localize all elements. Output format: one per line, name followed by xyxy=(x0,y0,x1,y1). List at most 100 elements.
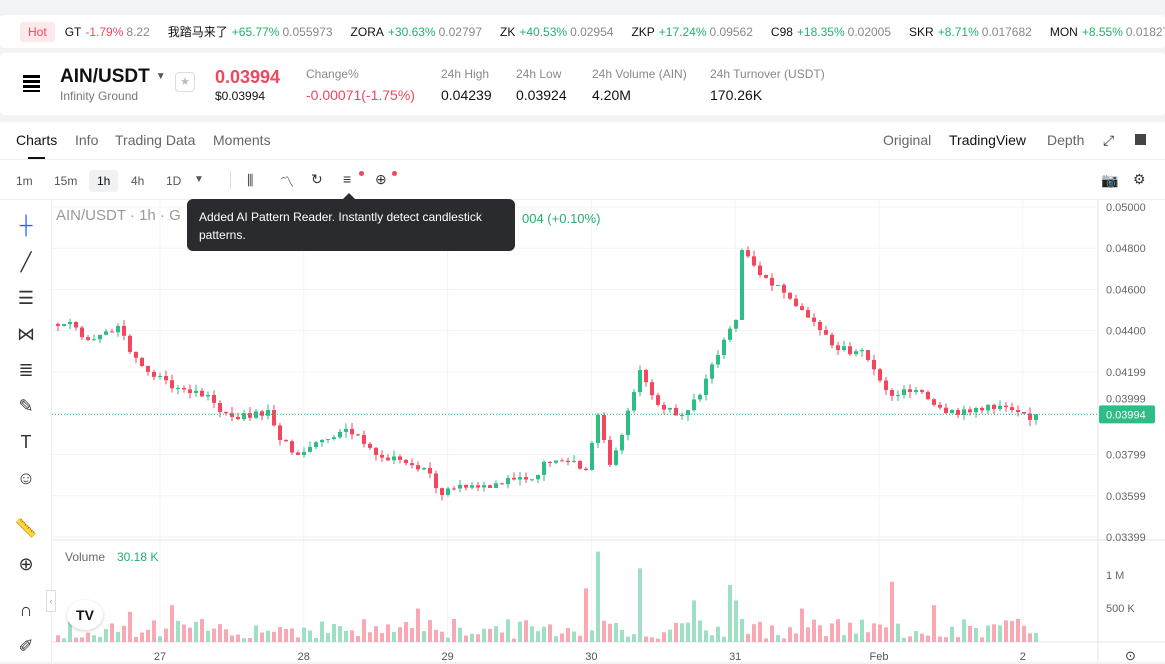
candle-body xyxy=(458,484,462,489)
settings-gear-icon[interactable]: ⚙ xyxy=(1133,171,1146,187)
volume-bar xyxy=(914,631,918,642)
volume-bar xyxy=(704,630,708,642)
zoom-in-icon[interactable]: ⊕ xyxy=(18,554,34,574)
pattern-reader-icon[interactable]: ≡ xyxy=(343,171,352,187)
ticker-change: +30.63% xyxy=(387,25,436,39)
pencil-lock-icon[interactable]: ✐ xyxy=(18,636,34,656)
fullscreen-icon[interactable]: ⤢ xyxy=(1103,132,1115,148)
chart-toolbar: 1m 15m 1h 4h 1D ▼ ⫼ 〽 ↻ ≡ ⊕ 📷 ⚙ xyxy=(0,162,1165,200)
tradingview-logo[interactable]: TV xyxy=(67,600,103,630)
candle-body xyxy=(116,325,120,333)
camera-icon[interactable]: 📷 xyxy=(1101,172,1119,188)
candle-body xyxy=(932,399,936,405)
candle-body xyxy=(374,447,378,455)
ticker-item[interactable]: 我踏马来了 +65.77% 0.055973 xyxy=(168,25,333,39)
volume-bar xyxy=(386,624,390,642)
volume-bar xyxy=(836,619,840,642)
volume-bar xyxy=(266,630,270,642)
ticker-price: 0.017682 xyxy=(981,25,1032,39)
favorite-star-icon[interactable]: ★ xyxy=(175,72,195,92)
tab-info[interactable]: Info xyxy=(75,132,99,148)
token-logo xyxy=(23,75,40,92)
ticker-item[interactable]: C98 +18.35% 0.02005 xyxy=(771,25,891,39)
volume-tick-label: 500 K xyxy=(1106,603,1135,615)
volume-bar xyxy=(920,633,924,642)
emoji-icon[interactable]: ☺ xyxy=(16,468,36,488)
candle-body xyxy=(332,437,336,440)
refresh-icon[interactable]: ↻ xyxy=(311,171,323,187)
candle-body xyxy=(524,477,528,480)
volume-bar xyxy=(728,585,732,642)
layout-icon[interactable] xyxy=(1135,134,1146,145)
candle-body xyxy=(284,439,288,442)
tab-moments[interactable]: Moments xyxy=(213,132,271,148)
candle-body xyxy=(620,434,624,451)
ticker-item[interactable]: ZKP +17.24% 0.09562 xyxy=(631,25,752,39)
trend-line-icon[interactable]: ╱ xyxy=(20,252,32,272)
crosshair-icon[interactable]: ┼ xyxy=(19,215,33,235)
pair-selector[interactable]: AIN/USDT ▼ xyxy=(60,66,166,88)
volume-bar xyxy=(362,619,366,642)
volume-bar xyxy=(638,568,642,642)
ticker-item[interactable]: SKR +8.71% 0.017682 xyxy=(909,25,1032,39)
add-icon[interactable]: ⊕ xyxy=(375,171,387,187)
interval-4h[interactable]: 4h xyxy=(131,174,145,188)
volume-bar xyxy=(320,621,324,642)
candle-body xyxy=(986,404,990,411)
volume-bar xyxy=(218,624,222,642)
pattern-tool-icon[interactable]: ⋈ xyxy=(17,324,35,344)
candle-body xyxy=(110,331,114,333)
candle-body xyxy=(848,346,852,355)
ruler-icon[interactable]: 📏 xyxy=(14,518,38,538)
magnet-icon[interactable]: ∩ xyxy=(19,600,33,620)
indicators-icon[interactable]: 〽 xyxy=(280,174,294,190)
time-settings-icon[interactable]: ⊙ xyxy=(1125,648,1136,663)
ticker-symbol: 我踏马来了 xyxy=(167,25,228,39)
volume-bar xyxy=(848,622,852,642)
volume-bar xyxy=(602,620,606,642)
candle-body xyxy=(686,410,690,415)
horizontal-lines-icon[interactable]: ☰ xyxy=(17,288,35,308)
candle-body xyxy=(950,410,954,414)
candle-body xyxy=(410,463,414,466)
collapse-toolbar-handle[interactable]: ‹ xyxy=(46,590,56,612)
tab-depth[interactable]: Depth xyxy=(1047,132,1085,148)
tab-tradingview[interactable]: TradingView xyxy=(949,132,1027,148)
candle-body xyxy=(788,292,792,299)
candle-body xyxy=(698,394,702,400)
price-tick-label: 0.04600 xyxy=(1106,284,1146,296)
interval-1h[interactable]: 1h xyxy=(89,170,119,192)
brush-icon[interactable]: ✎ xyxy=(18,396,34,416)
volume-bar xyxy=(302,627,306,642)
interval-15m[interactable]: 15m xyxy=(54,174,78,188)
ticker-item[interactable]: ZORA +30.63% 0.02797 xyxy=(351,25,482,39)
volume-bar xyxy=(1010,621,1014,642)
text-tool-icon[interactable]: T xyxy=(20,432,32,452)
candle-body xyxy=(218,402,222,412)
interval-1d[interactable]: 1D xyxy=(166,174,182,188)
candle-body xyxy=(404,459,408,464)
volume-bar xyxy=(944,637,948,642)
candle-body xyxy=(962,409,966,415)
candle-body xyxy=(188,389,192,393)
ticker-item[interactable]: GT -1.79% 8.22 xyxy=(65,25,150,39)
ticker-change: +40.53% xyxy=(519,25,568,39)
tab-charts[interactable]: Charts xyxy=(16,132,58,159)
candle-body xyxy=(488,485,492,488)
candlestick-type-icon[interactable]: ⫼ xyxy=(247,172,254,188)
volume-bar xyxy=(902,637,906,642)
ticker-item[interactable]: MON +8.55% 0.01827 xyxy=(1050,25,1165,39)
interval-1m[interactable]: 1m xyxy=(16,174,33,188)
ticker-item[interactable]: ZK +40.53% 0.02954 xyxy=(500,25,613,39)
candle-body xyxy=(854,351,858,355)
fib-icon[interactable]: ≣ xyxy=(18,360,34,380)
volume-bar xyxy=(1004,620,1008,642)
current-price-label: 0.03994 xyxy=(1106,409,1146,421)
volume-bar xyxy=(308,630,312,642)
volume-bar xyxy=(92,635,96,642)
tab-trading-data[interactable]: Trading Data xyxy=(115,132,196,148)
volume-bar xyxy=(188,627,192,642)
tab-original[interactable]: Original xyxy=(883,132,932,148)
interval-dropdown-icon[interactable]: ▼ xyxy=(194,174,204,185)
